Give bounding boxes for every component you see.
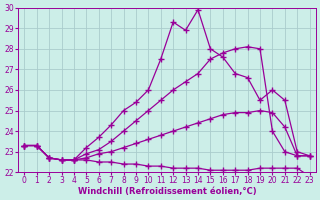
X-axis label: Windchill (Refroidissement éolien,°C): Windchill (Refroidissement éolien,°C) xyxy=(78,187,256,196)
